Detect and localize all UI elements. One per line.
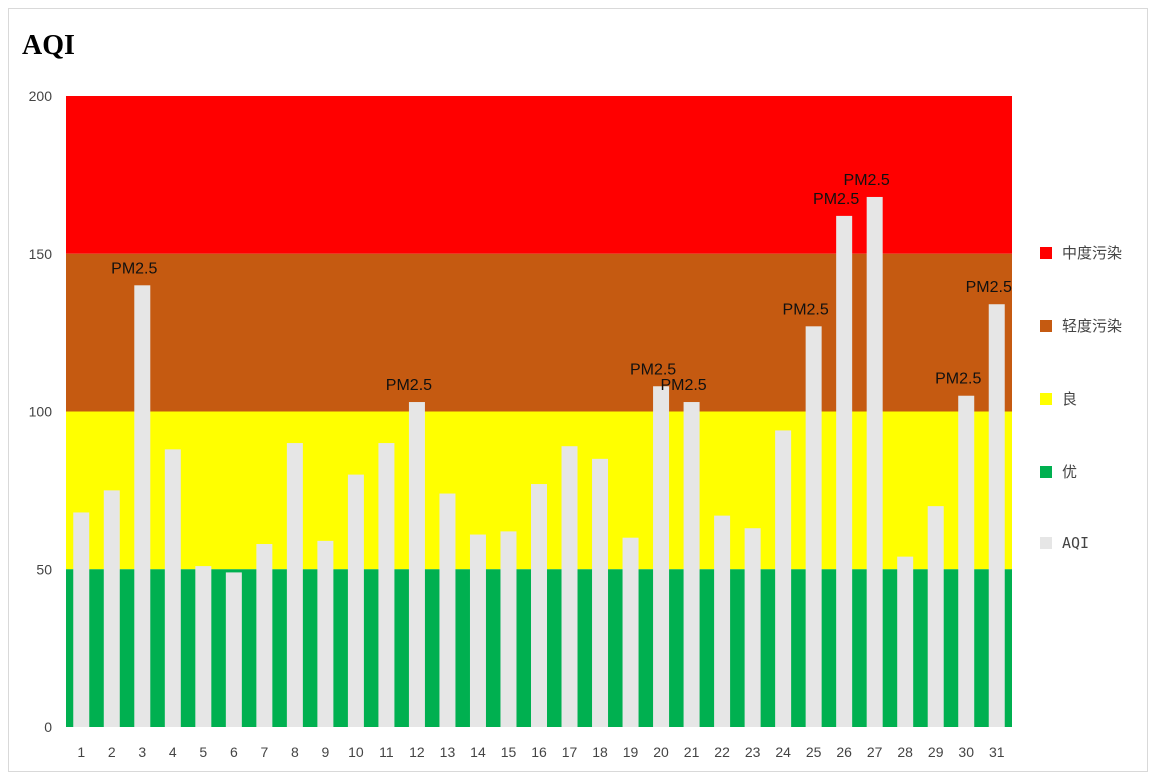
bar-26 — [836, 215, 853, 727]
bar-28 — [897, 556, 914, 727]
bar-14 — [469, 534, 486, 727]
y-tick-label: 50 — [36, 561, 52, 577]
bar-15 — [500, 531, 517, 727]
legend-item: 优 — [1040, 461, 1077, 482]
bar-27 — [866, 196, 883, 727]
bar-18 — [592, 458, 609, 727]
bar-22 — [714, 515, 731, 727]
legend-swatch — [1040, 537, 1052, 549]
legend-swatch — [1040, 246, 1052, 259]
band-0 — [66, 96, 1012, 254]
x-tick-label: 5 — [199, 744, 207, 760]
x-tick-label: 15 — [501, 744, 517, 760]
bar-17 — [561, 446, 578, 727]
x-tick-label: 25 — [806, 744, 822, 760]
x-tick-label: 12 — [409, 744, 425, 760]
x-tick-label: 13 — [440, 744, 456, 760]
bar-16 — [531, 484, 547, 727]
legend-label: 中度污染 — [1062, 244, 1123, 262]
bar-12 — [408, 402, 425, 727]
x-tick-label: 30 — [958, 744, 974, 760]
x-tick-label: 27 — [867, 744, 883, 760]
x-tick-label: 6 — [230, 744, 238, 760]
x-tick-label: 3 — [138, 744, 146, 760]
bar-13 — [439, 493, 456, 727]
bar-8 — [286, 443, 303, 727]
bar-11 — [378, 443, 395, 727]
x-tick-label: 22 — [714, 744, 730, 760]
x-tick-label: 16 — [531, 744, 547, 760]
bar-7 — [256, 544, 273, 727]
x-tick-label: 24 — [775, 744, 791, 760]
bar-30 — [958, 395, 975, 727]
bar-2 — [103, 490, 120, 727]
x-tick-label: 19 — [623, 744, 639, 760]
x-tick-label: 21 — [684, 744, 700, 760]
x-tick-label: 23 — [745, 744, 761, 760]
bar-9 — [317, 540, 334, 727]
x-tick-label: 9 — [321, 744, 329, 760]
legend-label: AQI — [1062, 534, 1090, 552]
x-tick-label: 18 — [592, 744, 608, 760]
x-tick-label: 20 — [653, 744, 669, 760]
annotation-label: PM2.5 — [630, 361, 676, 378]
y-tick-label: 200 — [29, 88, 53, 104]
bar-5 — [195, 566, 212, 727]
x-tick-label: 1 — [77, 744, 85, 760]
legend-swatch — [1040, 465, 1052, 478]
bar-31 — [988, 304, 1005, 727]
legend-item: AQI — [1040, 534, 1089, 552]
bar-23 — [744, 528, 761, 727]
x-tick-label: 7 — [260, 744, 268, 760]
x-tick-label: 11 — [379, 744, 394, 760]
annotation-label: PM2.5 — [844, 172, 890, 189]
annotation-label: PM2.5 — [660, 377, 706, 394]
x-tick-label: 28 — [897, 744, 913, 760]
x-tick-label: 8 — [291, 744, 299, 760]
annotation-label: PM2.5 — [111, 260, 157, 277]
bar-6 — [225, 572, 242, 727]
x-tick-label: 10 — [348, 744, 364, 760]
bar-1 — [73, 512, 90, 727]
bar-21 — [683, 402, 700, 727]
annotation-label: PM2.5 — [966, 279, 1012, 296]
annotation-label: PM2.5 — [783, 301, 829, 318]
legend-label: 良 — [1062, 390, 1078, 408]
x-tick-label: 29 — [928, 744, 944, 760]
y-tick-label: 100 — [29, 404, 53, 420]
x-tick-label: 2 — [108, 744, 116, 760]
bar-19 — [622, 537, 639, 727]
legend-swatch — [1040, 319, 1052, 332]
bar-4 — [164, 449, 181, 727]
x-tick-label: 14 — [470, 744, 486, 760]
x-tick-label: 26 — [836, 744, 852, 760]
annotation-label: PM2.5 — [813, 191, 859, 208]
legend-item: 良 — [1040, 388, 1077, 409]
bar-24 — [775, 430, 792, 727]
x-tick-label: 17 — [562, 744, 578, 760]
legend-item: 轻度污染 — [1040, 315, 1122, 336]
chart-title: AQI — [22, 30, 75, 61]
x-tick-label: 4 — [169, 744, 177, 760]
bar-20 — [653, 386, 670, 727]
y-tick-label: 0 — [44, 719, 52, 735]
legend-item: 中度污染 — [1040, 242, 1122, 263]
annotation-label: PM2.5 — [935, 371, 981, 388]
bar-29 — [927, 506, 944, 727]
y-tick-label: 150 — [29, 246, 53, 262]
annotation-label: PM2.5 — [386, 377, 432, 394]
legend-swatch — [1040, 392, 1052, 405]
bar-25 — [805, 326, 822, 727]
legend-label: 优 — [1062, 463, 1078, 481]
bar-3 — [134, 285, 151, 727]
bar-10 — [347, 474, 364, 727]
x-tick-label: 31 — [989, 744, 1005, 760]
legend-label: 轻度污染 — [1062, 317, 1123, 335]
band-1 — [66, 253, 1012, 412]
